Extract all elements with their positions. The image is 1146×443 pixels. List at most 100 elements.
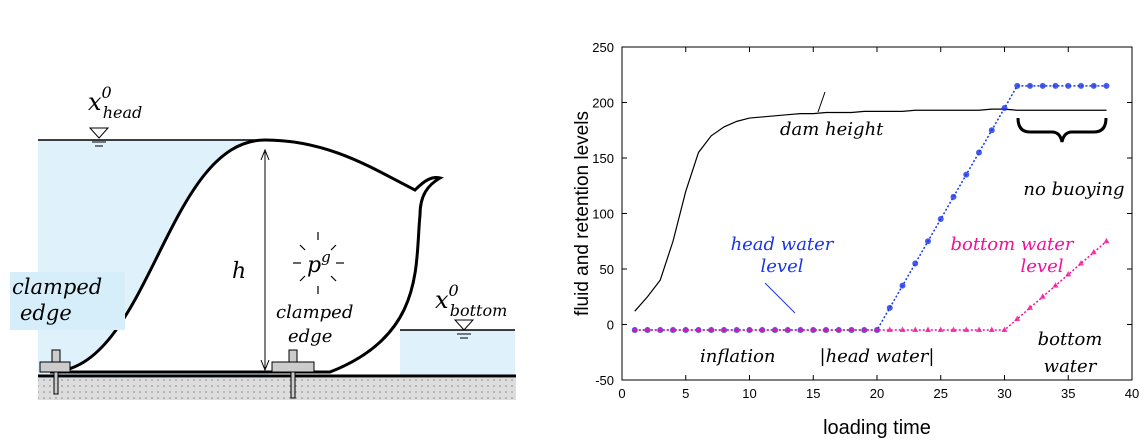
y-tick-label: 0 [607, 318, 614, 333]
marker [746, 326, 753, 333]
annotation: water [1044, 356, 1098, 377]
x-tick-label: 20 [870, 386, 884, 401]
y-tick-label: 100 [592, 207, 614, 222]
marker [886, 304, 893, 311]
marker [1103, 82, 1110, 89]
marker [1065, 82, 1072, 89]
marker [1090, 82, 1097, 89]
clamp-label: clamped [276, 302, 353, 323]
marker [1052, 82, 1059, 89]
clamp-label: clamped [12, 275, 102, 299]
marker [644, 326, 651, 333]
head-level-label: x0 head [88, 83, 142, 122]
marker [1052, 282, 1059, 288]
marker [925, 326, 931, 333]
marker [950, 193, 957, 200]
marker [963, 171, 970, 178]
marker [976, 149, 982, 156]
marker [1039, 82, 1046, 89]
marker [1078, 259, 1084, 266]
leader-line [817, 91, 826, 113]
marker [631, 326, 638, 333]
marker [835, 326, 842, 333]
y-axis-label: fluid and retention levels [572, 111, 593, 316]
marker [772, 326, 778, 333]
clamps [39, 349, 315, 399]
y-tick-label: 250 [592, 40, 614, 55]
brace [1016, 117, 1108, 143]
leader-line [764, 282, 796, 314]
marker [670, 326, 676, 333]
marker [1090, 248, 1097, 255]
x-tick-label: 5 [682, 386, 689, 401]
bottom-level-label: x0 bottom [435, 281, 507, 320]
marker [988, 326, 995, 333]
marker [988, 127, 995, 134]
marker [861, 326, 868, 333]
x-tick-label: 25 [934, 386, 948, 401]
marker [784, 326, 791, 333]
annotation: |head water| [820, 346, 935, 367]
bottom-water [400, 330, 515, 375]
x-tick-label: 40 [1125, 386, 1139, 401]
clamp-label-box [10, 272, 125, 330]
marker [759, 326, 766, 333]
height-label: h [232, 259, 246, 284]
clamp-label: edge [20, 301, 72, 325]
marker [1001, 326, 1008, 333]
dam-shape [49, 138, 444, 374]
marker [899, 326, 906, 333]
annotation: inflation [700, 346, 776, 367]
marker [797, 326, 804, 333]
marker [1078, 82, 1084, 89]
marker [1014, 315, 1021, 321]
marker [950, 326, 957, 333]
annotation: head water [731, 234, 835, 255]
marker [708, 326, 715, 333]
clamp-label: edge [288, 326, 332, 347]
marker [848, 326, 855, 333]
bottom-marker [453, 319, 475, 339]
annotation: bottom [1038, 329, 1103, 350]
marker [695, 326, 702, 333]
marker [886, 326, 893, 333]
marker [733, 326, 740, 333]
x-tick-label: 10 [742, 386, 756, 401]
marker [912, 260, 919, 267]
x-tick-label: 35 [1061, 386, 1075, 401]
arrow-heads [260, 148, 270, 372]
marker [1103, 237, 1110, 244]
marker [721, 326, 727, 333]
annotation: level [761, 256, 804, 277]
annotation: no buoying [1023, 179, 1124, 200]
dam-diagram: x0 head x0 bottom clamped edge clamped edg… [10, 83, 516, 400]
y-tick-label: 50 [600, 262, 614, 277]
marker [1001, 105, 1008, 112]
marker [657, 326, 664, 333]
x-axis-label: loading time [823, 417, 931, 439]
series-line [634, 108, 1107, 312]
marker [874, 326, 880, 333]
marker [912, 326, 919, 333]
marker [1014, 82, 1021, 89]
marker [682, 326, 689, 333]
annotation: level [1021, 256, 1064, 277]
marker [1027, 82, 1033, 89]
marker [925, 238, 931, 245]
pressure-rays [293, 232, 344, 294]
x-tick-label: 0 [618, 386, 625, 401]
marker [899, 282, 906, 289]
y-tick-label: -50 [595, 373, 614, 388]
annotation: bottom water [950, 234, 1074, 255]
y-tick-label: 150 [592, 151, 614, 166]
marker [976, 326, 982, 333]
x-tick-label: 15 [806, 386, 820, 401]
marker [937, 326, 944, 333]
x-tick-label: 30 [997, 386, 1011, 401]
pressure-label: pg [307, 248, 331, 278]
marker [1039, 293, 1046, 299]
marker [937, 216, 944, 223]
marker [823, 326, 829, 333]
annotation: dam height [780, 119, 884, 140]
